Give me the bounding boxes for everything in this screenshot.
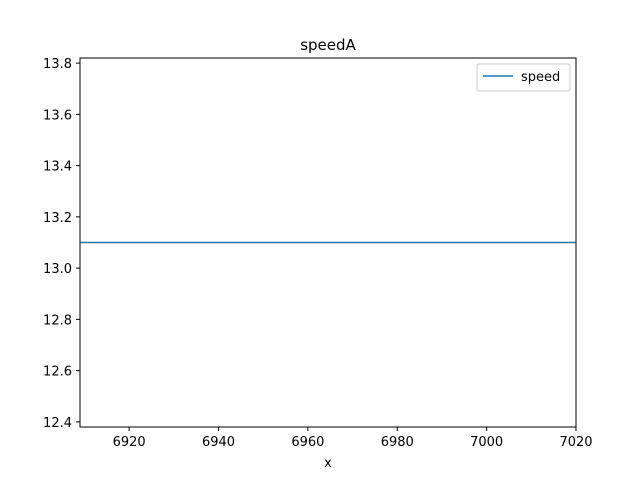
legend: speed — [476, 63, 571, 92]
y-tick-label: 12.6 — [43, 365, 72, 380]
x-tick-label: 7000 — [470, 435, 503, 450]
axes-frame — [79, 57, 577, 428]
legend-box — [476, 63, 571, 92]
y-tick-label: 13.0 — [43, 262, 72, 277]
x-tick-label: 7020 — [559, 435, 592, 450]
chart-title: speedA — [300, 36, 356, 54]
y-tick-label: 13.6 — [43, 108, 72, 123]
y-tick-label: 13.2 — [43, 211, 72, 226]
y-axis-ticks: 12.4 12.6 12.8 13.0 13.2 13.4 13.6 13.8 — [43, 57, 80, 431]
y-tick-label: 12.8 — [43, 313, 72, 328]
x-tick-label: 6980 — [381, 435, 414, 450]
x-tick-label: 6920 — [113, 435, 146, 450]
x-axis-ticks: 6920 6940 6960 6980 7000 7020 — [113, 427, 593, 450]
legend-label-speed: speed — [521, 70, 560, 85]
y-tick-label: 13.4 — [43, 160, 72, 175]
x-axis-label: x — [324, 456, 332, 471]
x-tick-label: 6960 — [291, 435, 324, 450]
y-tick-label: 13.8 — [43, 57, 72, 72]
x-tick-label: 6940 — [202, 435, 235, 450]
y-tick-label: 12.4 — [43, 416, 72, 431]
